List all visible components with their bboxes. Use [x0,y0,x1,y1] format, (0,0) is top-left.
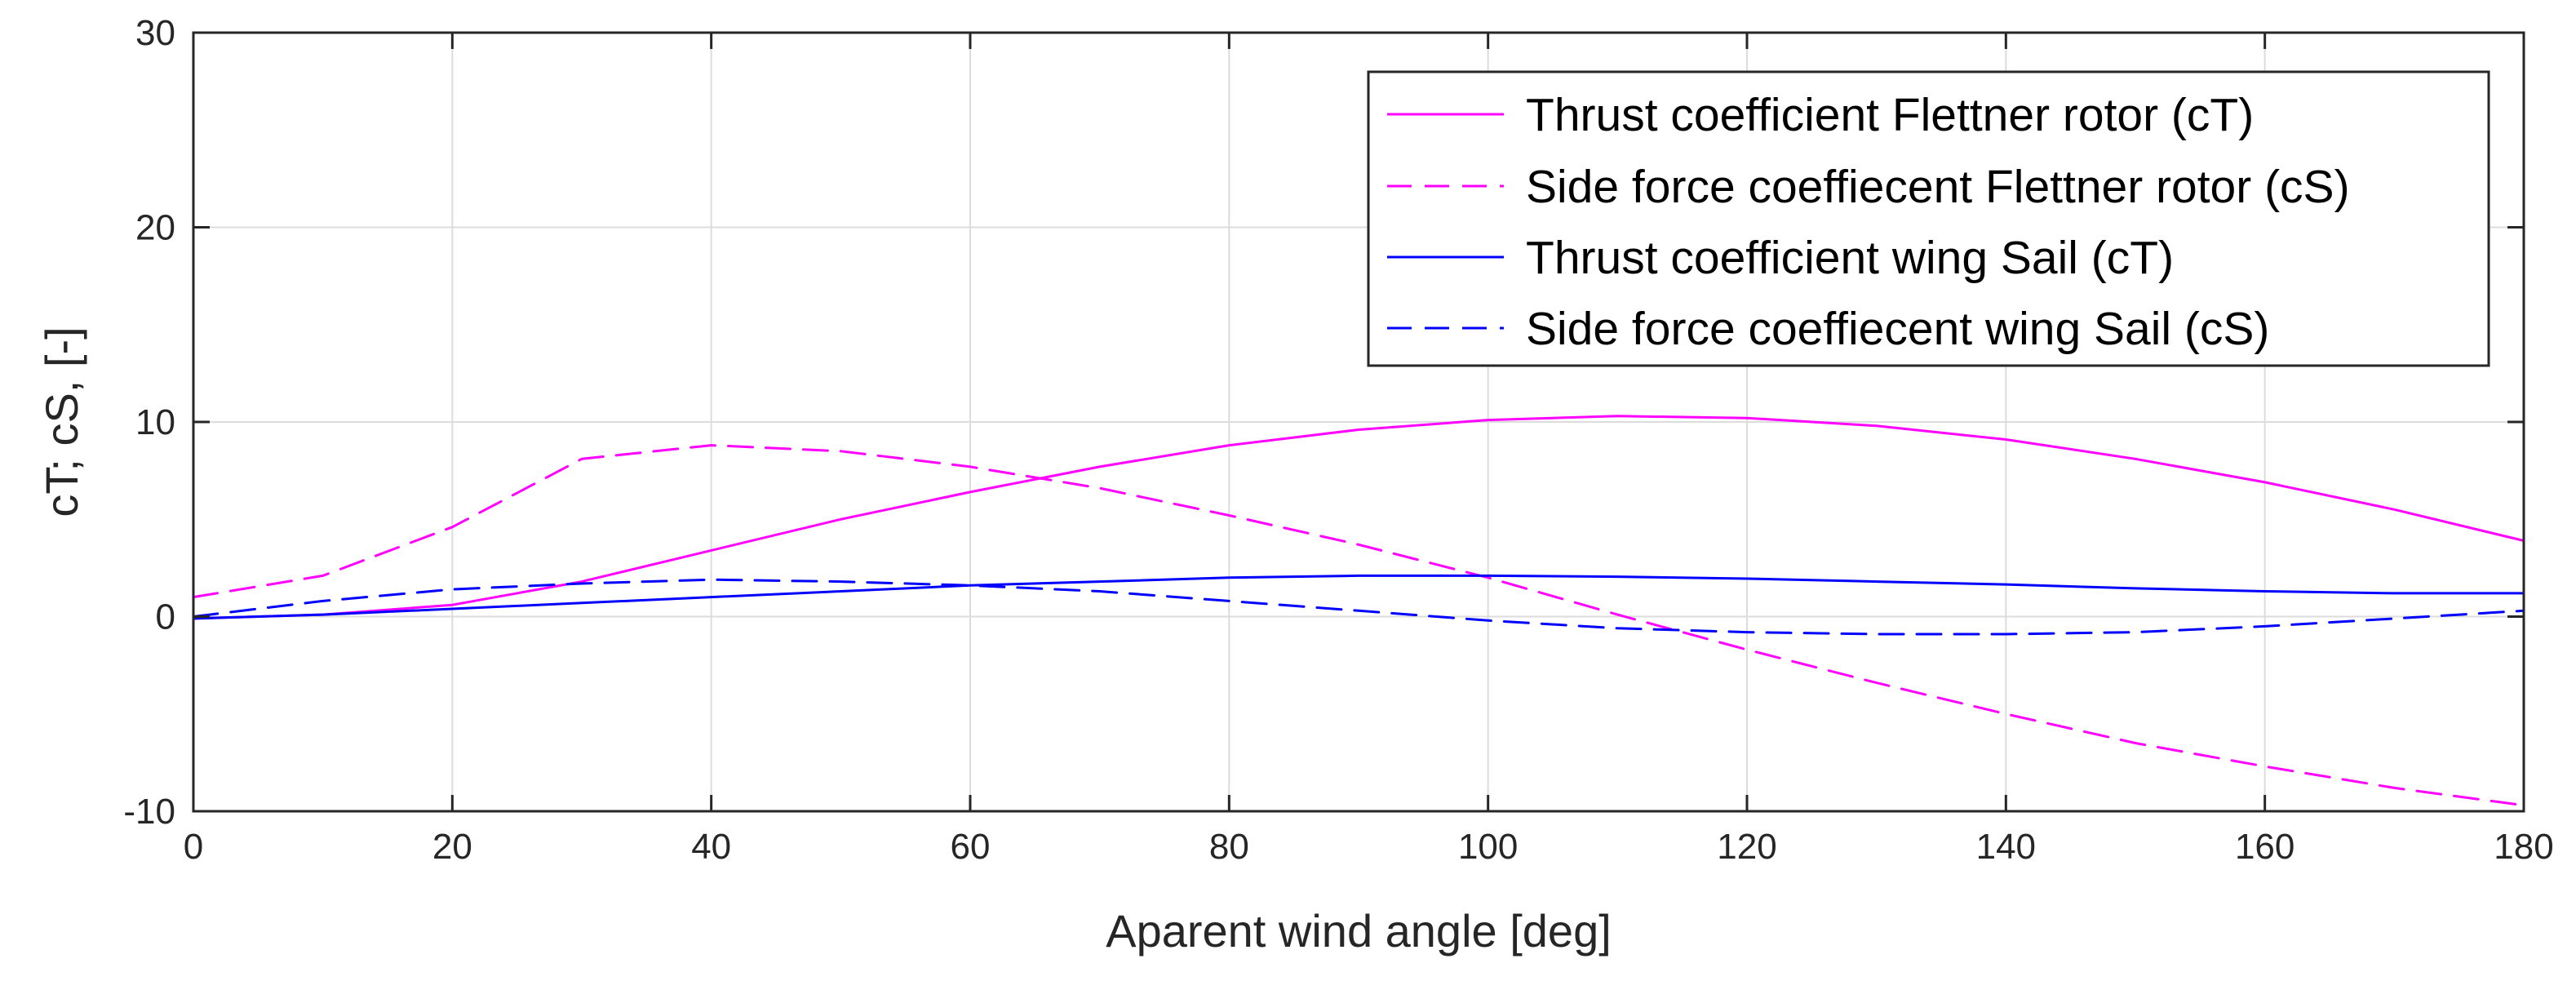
legend: Thrust coefficient Flettner rotor (cT) S… [1367,70,2490,367]
x-tick-label: 80 [1209,827,1249,867]
x-tick-label: 60 [951,827,991,867]
x-tick-label: 100 [1458,827,1518,867]
series-lines [192,415,2525,807]
series-line-thrust-coefficient-wing-sail-ct [192,574,2525,620]
y-tick-label: 30 [135,13,175,53]
legend-label-thrust-wingsail: Thrust coefficient wing Sail (cT) [1526,232,2174,284]
y-axis-label: cT; cS, [-] [36,326,87,517]
y-tick-label: 10 [135,402,175,442]
legend-box [1367,70,2490,367]
series-line-side-force-coeffiecent-wing-sail-cs [192,578,2525,636]
x-axis-label: Aparent wind angle [deg] [1106,905,1612,957]
x-tick-label: 20 [432,827,472,867]
x-tick-label: 120 [1717,827,1776,867]
x-tick-label: 140 [1976,827,2036,867]
series-line-thrust-coefficient-flettner-rotor-ct [192,415,2525,620]
x-tick-label: 0 [184,827,203,867]
y-tick-label: -10 [123,792,175,832]
legend-label-thrust-flettner: Thrust coefficient Flettner rotor (cT) [1526,89,2254,141]
x-tick-label: 160 [2235,827,2294,867]
x-tick-label: 180 [2494,827,2553,867]
legend-label-side-wingsail: Side force coeffiecent wing Sail (cS) [1526,303,2269,355]
y-tick-label: 20 [135,208,175,248]
x-tick-label: 40 [691,827,731,867]
series-line-side-force-coeffiecent-flettner-rotor-cs [192,444,2525,807]
y-tick-label: 0 [156,597,175,637]
legend-label-side-flettner: Side force coeffiecent Flettner rotor (c… [1526,161,2350,213]
